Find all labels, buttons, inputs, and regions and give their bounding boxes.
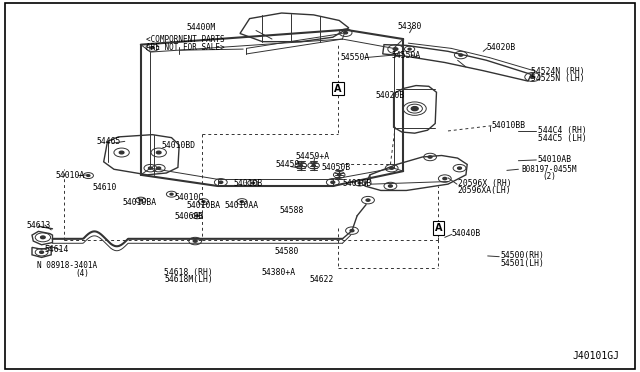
Circle shape <box>428 156 432 158</box>
Circle shape <box>393 48 398 51</box>
Text: 54550A: 54550A <box>340 53 370 62</box>
Text: 54380+A: 54380+A <box>261 268 296 277</box>
Circle shape <box>148 167 152 169</box>
Text: 54010A: 54010A <box>56 171 85 180</box>
Circle shape <box>458 167 461 169</box>
Circle shape <box>157 167 161 169</box>
Text: 54060B: 54060B <box>174 212 204 221</box>
Text: 54010AB: 54010AB <box>538 155 572 164</box>
Circle shape <box>87 175 90 176</box>
Text: 54010BA: 54010BA <box>122 198 157 207</box>
Text: 54525N (LH): 54525N (LH) <box>531 74 585 83</box>
Text: 54020B: 54020B <box>376 92 405 100</box>
Circle shape <box>412 107 417 110</box>
Circle shape <box>344 32 348 34</box>
Text: 54020B: 54020B <box>486 43 516 52</box>
Text: 54622: 54622 <box>309 275 333 284</box>
Text: 54010BD: 54010BD <box>161 141 195 150</box>
Text: 54613: 54613 <box>26 221 51 230</box>
Circle shape <box>202 201 205 202</box>
Circle shape <box>412 107 418 110</box>
Circle shape <box>252 182 254 184</box>
Text: 54459+A: 54459+A <box>295 153 330 161</box>
Text: 54010B: 54010B <box>234 179 263 187</box>
Text: 54010B: 54010B <box>342 179 372 187</box>
Text: A: A <box>435 223 442 232</box>
Circle shape <box>366 199 370 201</box>
Text: 54618M(LH): 54618M(LH) <box>164 275 213 284</box>
Text: J40101GJ: J40101GJ <box>573 352 620 361</box>
Circle shape <box>530 76 535 78</box>
Text: <COMPORNENT PARTS: <COMPORNENT PARTS <box>147 35 225 44</box>
Text: 544C5 (LH): 544C5 (LH) <box>538 134 586 143</box>
Text: (2): (2) <box>543 172 557 181</box>
Circle shape <box>196 215 198 217</box>
Text: 54618 (RH): 54618 (RH) <box>164 268 213 277</box>
Text: 54550A: 54550A <box>392 51 421 60</box>
Circle shape <box>193 240 197 242</box>
Circle shape <box>337 174 341 176</box>
Text: 54380: 54380 <box>397 22 422 31</box>
Circle shape <box>140 199 142 201</box>
Text: 54588: 54588 <box>279 206 303 215</box>
Text: 54501(LH): 54501(LH) <box>500 259 545 268</box>
Circle shape <box>358 182 361 184</box>
Circle shape <box>459 54 463 56</box>
Text: ARE NOT FOR SALE>: ARE NOT FOR SALE> <box>147 43 225 52</box>
Text: 54459: 54459 <box>276 160 300 169</box>
Circle shape <box>40 251 44 253</box>
Text: 54010BB: 54010BB <box>492 121 525 130</box>
Circle shape <box>170 193 173 195</box>
Text: 54465: 54465 <box>97 137 121 146</box>
Text: 54010BA: 54010BA <box>186 201 221 210</box>
Circle shape <box>119 151 124 154</box>
Text: 54400M: 54400M <box>187 23 216 32</box>
Circle shape <box>388 185 392 187</box>
Text: 54040B: 54040B <box>451 229 481 238</box>
Text: 544C4 (RH): 544C4 (RH) <box>538 126 586 135</box>
Text: 54524N (RH): 54524N (RH) <box>531 67 585 76</box>
Text: N 08918-3401A: N 08918-3401A <box>37 262 97 270</box>
Circle shape <box>443 177 447 180</box>
Text: 54500(RH): 54500(RH) <box>500 251 545 260</box>
Text: 54010AA: 54010AA <box>225 201 259 210</box>
Circle shape <box>150 46 154 49</box>
Circle shape <box>390 167 394 169</box>
Circle shape <box>408 48 411 50</box>
Circle shape <box>350 230 354 232</box>
Text: 20596XA(LH): 20596XA(LH) <box>458 186 511 195</box>
Circle shape <box>241 201 243 202</box>
Text: 54614: 54614 <box>44 246 68 254</box>
Circle shape <box>299 164 303 167</box>
Circle shape <box>156 151 161 154</box>
Text: A: A <box>334 84 342 93</box>
Text: 54610: 54610 <box>92 183 116 192</box>
Text: 54580: 54580 <box>275 247 299 256</box>
Text: 54010C: 54010C <box>174 193 204 202</box>
Text: 54050B: 54050B <box>321 163 351 172</box>
Circle shape <box>312 164 316 167</box>
Circle shape <box>331 181 335 183</box>
Text: (4): (4) <box>75 269 89 278</box>
Circle shape <box>40 236 45 239</box>
Text: 20596X (RH): 20596X (RH) <box>458 179 511 187</box>
Text: B08197-0455M: B08197-0455M <box>522 165 577 174</box>
Circle shape <box>219 181 223 183</box>
